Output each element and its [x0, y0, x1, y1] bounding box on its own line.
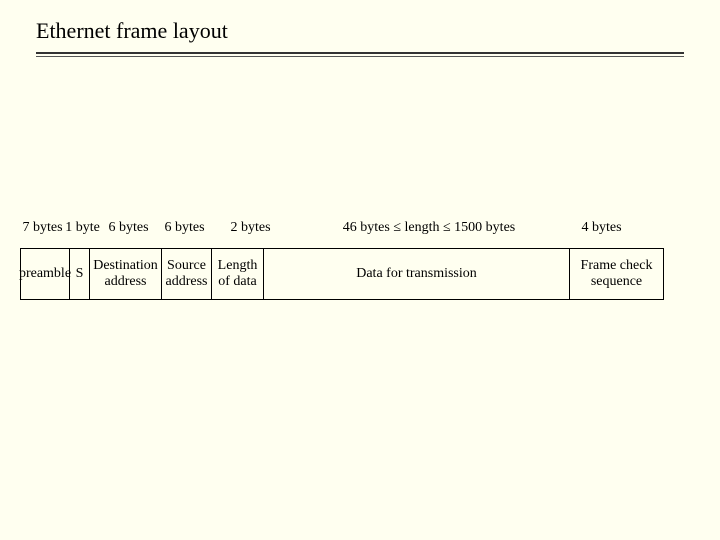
field-preamble: preamble [20, 248, 70, 300]
fields-row: preamble S Destinationaddress Sourceaddr… [20, 248, 700, 300]
page-title: Ethernet frame layout [0, 0, 720, 52]
size-labels-row: 7 bytes 1 byte 6 bytes 6 bytes 2 bytes 4… [20, 210, 700, 236]
size-label: 6 bytes [157, 210, 212, 236]
field-fcs: Frame checksequence [570, 248, 664, 300]
size-label: 46 bytes ≤ length ≤ 1500 bytes [289, 210, 569, 236]
ethernet-frame-diagram: 7 bytes 1 byte 6 bytes 6 bytes 2 bytes 4… [20, 210, 700, 300]
field-data: Data for transmission [264, 248, 570, 300]
size-label: 6 bytes [100, 210, 157, 236]
size-label: 2 bytes [212, 210, 289, 236]
field-sfd: S [70, 248, 90, 300]
field-length: Lengthof data [212, 248, 264, 300]
size-label: 1 byte [65, 210, 100, 236]
title-rule [0, 52, 720, 57]
field-dest-addr: Destinationaddress [90, 248, 162, 300]
size-label: 7 bytes [20, 210, 65, 236]
field-src-addr: Sourceaddress [162, 248, 212, 300]
size-label: 4 bytes [569, 210, 634, 236]
